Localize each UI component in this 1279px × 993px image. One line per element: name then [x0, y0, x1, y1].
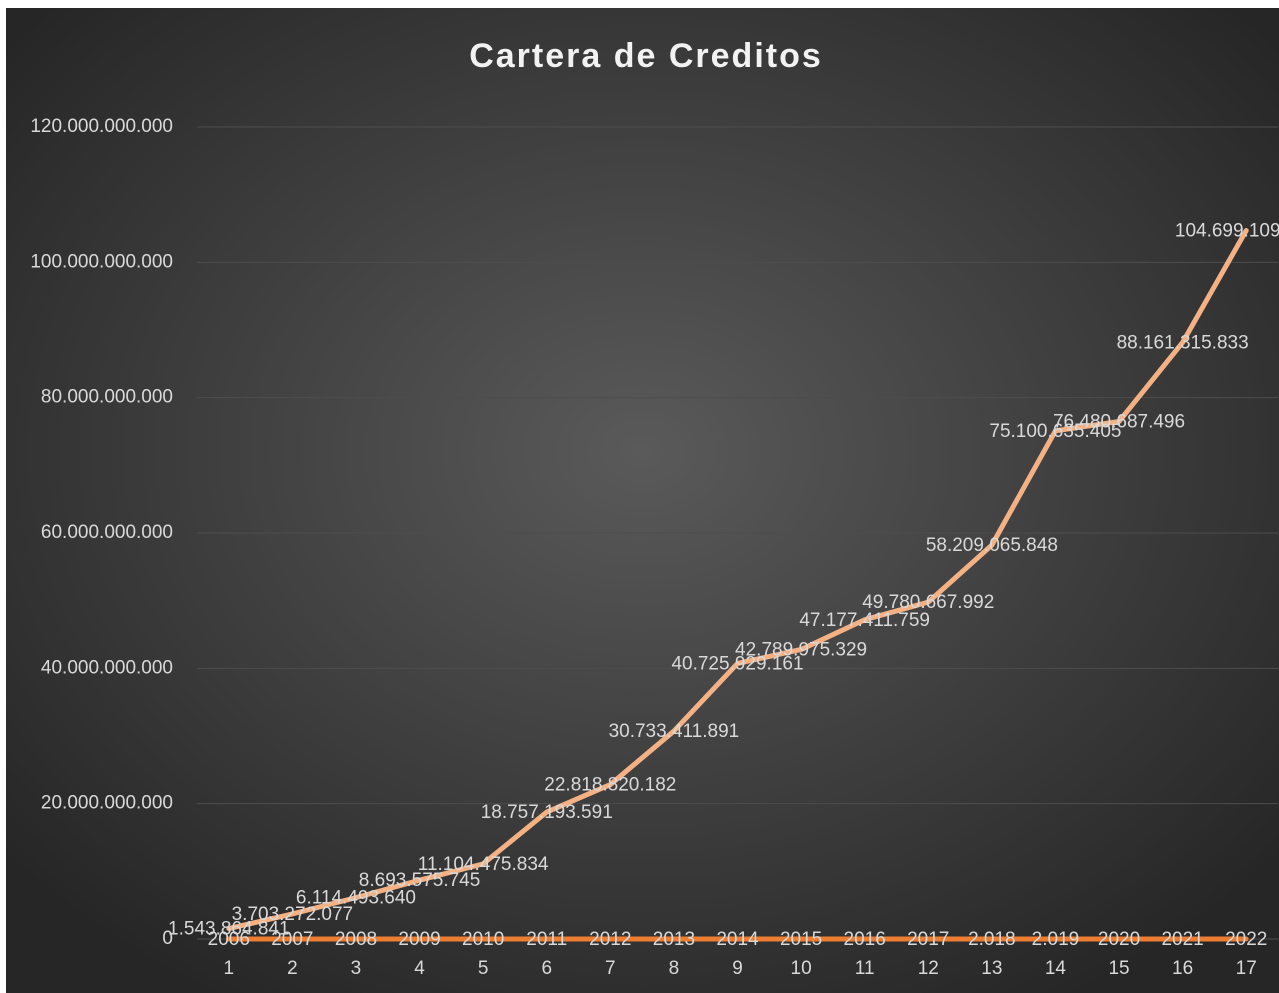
- x-tick-label: 3: [351, 958, 362, 979]
- data-label: 40.725.929.161: [671, 653, 803, 674]
- data-label: 22.818.820.182: [544, 775, 676, 796]
- x-tick-label: 9: [732, 958, 743, 979]
- data-label: 11.104.475.834: [418, 854, 549, 875]
- x-tick-label: 6: [541, 958, 552, 979]
- x-tick-label: 10: [791, 958, 812, 979]
- x-tick-label: 5: [478, 958, 489, 979]
- data-label: 2007: [271, 929, 313, 950]
- data-label: 2011: [526, 929, 567, 950]
- data-label: 8.693.575.745: [359, 870, 481, 891]
- x-tick-label: 15: [1108, 958, 1129, 979]
- x-tick-label: 17: [1236, 958, 1257, 979]
- data-label: 42.789.975.329: [735, 639, 867, 660]
- y-tick-label: 60.000.000.000: [41, 522, 173, 543]
- data-label: 2008: [335, 929, 377, 950]
- y-tick-label: 80.000.000.000: [41, 387, 173, 408]
- data-label: 58.209.065.848: [926, 535, 1058, 556]
- data-label: 2015: [780, 929, 822, 950]
- x-tick-label: 14: [1045, 958, 1067, 979]
- data-label: 2016: [844, 929, 886, 950]
- data-label: 47.177.411.759: [799, 610, 930, 631]
- x-tick-label: 11: [855, 958, 875, 979]
- y-tick-label: 0: [162, 928, 173, 949]
- data-label: 2012: [589, 929, 631, 950]
- data-label: 2021: [1161, 929, 1203, 950]
- data-label: 30.733.411.891: [609, 721, 740, 742]
- data-label: 18.757.193.591: [481, 802, 613, 823]
- data-label: 3.703.272.077: [232, 904, 354, 925]
- data-label: 2009: [398, 929, 440, 950]
- data-label: 104.699.109.407: [1175, 221, 1279, 242]
- data-label: 2.018: [968, 929, 1016, 950]
- data-label: 2022: [1225, 929, 1267, 950]
- data-label: 2017: [907, 929, 949, 950]
- data-label: 2010: [462, 929, 504, 950]
- x-tick-label: 12: [918, 958, 939, 979]
- data-label: 2.019: [1032, 929, 1080, 950]
- x-tick-label: 13: [981, 958, 1002, 979]
- series-line: [226, 228, 1249, 932]
- data-label: 2020: [1098, 929, 1140, 950]
- data-label: 1.543.864.841: [168, 919, 290, 940]
- data-label: 6.114.493.640: [296, 888, 416, 909]
- y-tick-label: 20.000.000.000: [41, 793, 173, 814]
- y-tick-label: 40.000.000.000: [41, 657, 173, 678]
- y-tick-label: 120.000.000.000: [30, 116, 173, 137]
- x-tick-label: 8: [669, 958, 680, 979]
- x-tick-label: 1: [224, 958, 235, 979]
- data-label: 2006: [208, 929, 250, 950]
- x-tick-label: 16: [1172, 958, 1193, 979]
- x-tick-label: 4: [414, 958, 425, 979]
- y-tick-label: 100.000.000.000: [30, 251, 173, 272]
- data-label: 75.100.635.405: [989, 421, 1121, 442]
- x-tick-label: 7: [605, 958, 616, 979]
- data-label: 2013: [653, 929, 695, 950]
- data-label: 2014: [716, 929, 759, 950]
- data-label: 88.161.315.833: [1117, 332, 1249, 353]
- x-tick-label: 2: [287, 958, 298, 979]
- data-label: 49.780.667.992: [862, 592, 994, 613]
- chart-background: [6, 8, 1279, 993]
- chart-title: Cartera de Creditos: [469, 37, 823, 75]
- data-label: 76.480.687.496: [1053, 411, 1185, 432]
